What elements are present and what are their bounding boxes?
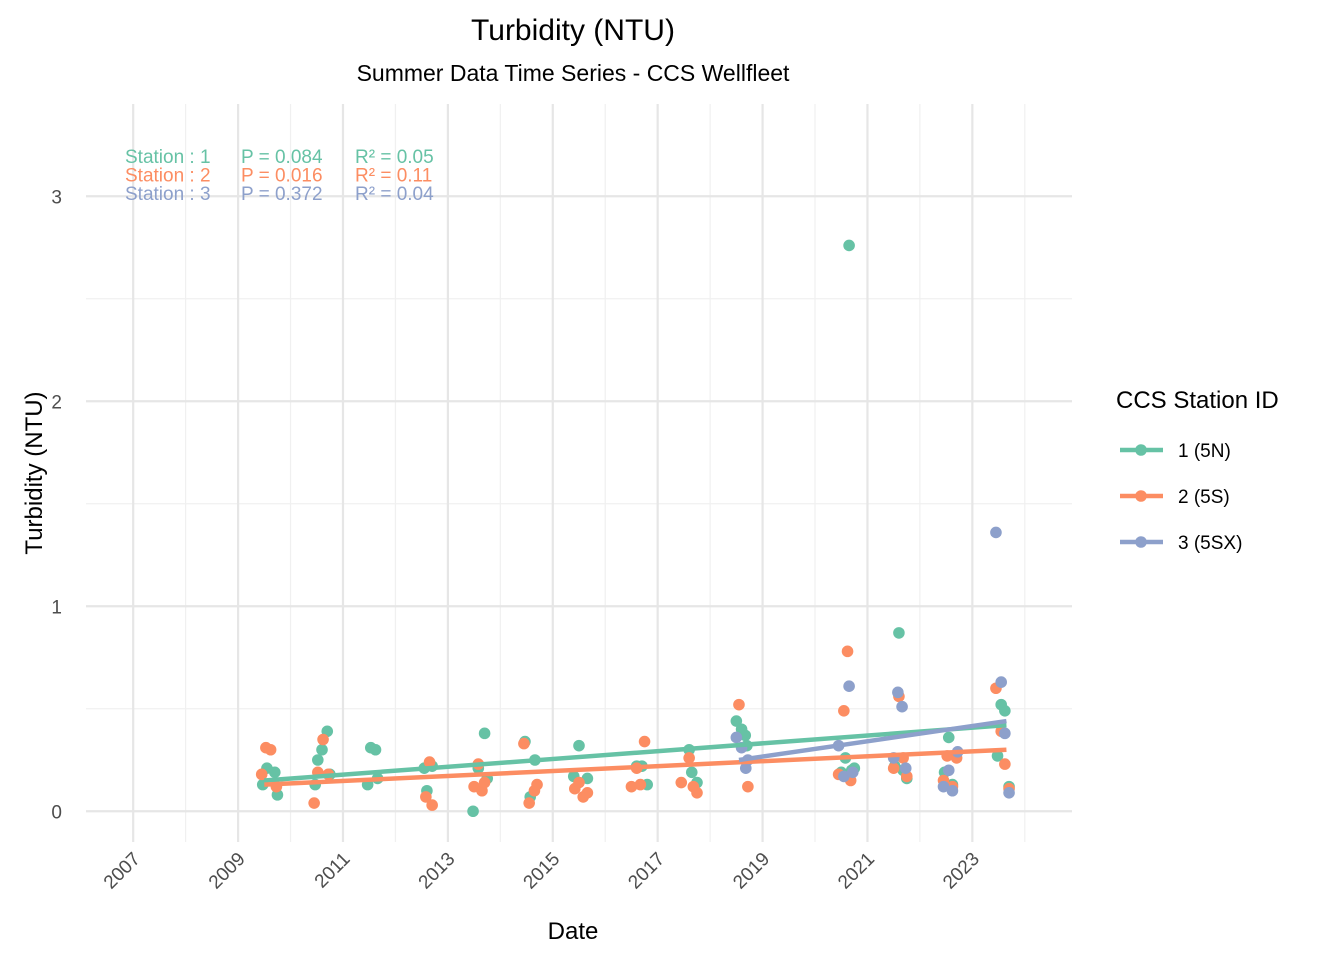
data-point — [893, 627, 905, 639]
data-point — [838, 770, 850, 783]
x-tick-label: 2009 — [205, 849, 250, 894]
stat-annotations: Station : 1 P = 0.084 R² = 0.05 Station : 2… — [125, 147, 434, 205]
data-point — [685, 766, 698, 779]
data-points — [255, 239, 1015, 818]
annotation-r-squared: R² = 0.11 — [355, 166, 432, 187]
annotation-r-squared: R² = 0.04 — [355, 184, 434, 205]
data-point — [946, 784, 959, 797]
data-point — [264, 743, 277, 756]
data-point — [999, 758, 1011, 770]
trend-line — [264, 722, 1007, 783]
data-point — [843, 680, 855, 692]
data-point — [683, 752, 695, 764]
data-point — [995, 676, 1007, 688]
x-tick-label: 2023 — [939, 849, 984, 894]
x-tick-label: 2015 — [520, 849, 565, 894]
data-point — [937, 780, 950, 793]
y-tick-labels: 0 1 2 3 — [51, 187, 62, 823]
y-axis-title: Turbidity (NTU) — [21, 391, 48, 554]
data-point — [426, 799, 438, 811]
x-tick-label: 2021 — [834, 849, 879, 894]
data-point — [255, 768, 268, 781]
data-point — [999, 705, 1011, 717]
data-point — [899, 762, 912, 774]
legend-label: 1 (5N) — [1178, 441, 1231, 462]
annotation-r-squared: R² = 0.05 — [355, 147, 434, 168]
data-point — [420, 791, 432, 803]
data-point — [638, 735, 651, 748]
data-point — [369, 743, 382, 756]
x-axis-title: Date — [548, 918, 599, 945]
data-point — [892, 686, 904, 699]
data-point — [991, 750, 1004, 762]
legend: CCS Station ID 1 (5N) 2 (5S) 3 (5SX) — [1116, 387, 1279, 554]
data-point — [942, 764, 955, 777]
data-point — [733, 698, 745, 711]
data-point — [1003, 787, 1015, 799]
data-point — [846, 766, 859, 779]
data-point — [990, 526, 1002, 539]
data-point — [478, 727, 491, 740]
data-point — [312, 754, 324, 766]
chart-title: Turbidity (NTU) — [471, 14, 675, 47]
data-point — [523, 797, 535, 809]
data-point — [316, 743, 328, 756]
data-point — [896, 700, 908, 713]
y-tick-label: 1 — [51, 597, 62, 618]
data-point — [581, 787, 594, 799]
x-tick-label: 2007 — [100, 849, 145, 894]
data-point — [308, 797, 320, 809]
data-point — [739, 729, 752, 742]
x-tick-labels: 2007 2009 2011 2013 2015 2017 2019 2021 2023 — [100, 849, 984, 894]
data-point — [317, 733, 329, 746]
legend-key-point — [1135, 444, 1147, 456]
trend-line — [738, 718, 1007, 763]
annotation-p-value: P = 0.372 — [241, 184, 323, 205]
data-point — [675, 776, 688, 789]
grid — [86, 104, 1072, 842]
data-point — [942, 731, 955, 744]
legend-title: CCS Station ID — [1116, 387, 1279, 414]
x-tick-label: 2017 — [624, 849, 669, 894]
data-point — [730, 731, 743, 744]
annotation-station: Station : 1 — [125, 147, 211, 168]
legend-label: 3 (5SX) — [1178, 533, 1242, 554]
annotation-p-value: P = 0.016 — [241, 166, 323, 187]
data-point — [269, 766, 281, 779]
x-tick-label: 2019 — [729, 849, 774, 894]
data-point — [742, 780, 754, 793]
x-tick-label: 2013 — [415, 849, 460, 894]
data-point — [887, 762, 900, 774]
chart-subtitle: Summer Data Time Series - CCS Wellfleet — [357, 60, 790, 86]
data-point — [573, 776, 585, 789]
annotation-station: Station : 3 — [125, 184, 211, 205]
y-tick-label: 0 — [51, 802, 62, 823]
data-point — [573, 739, 585, 752]
data-point — [838, 705, 850, 717]
data-point — [478, 776, 491, 789]
data-point — [841, 645, 854, 658]
x-tick-label: 2011 — [311, 849, 355, 893]
data-point — [843, 239, 855, 252]
y-tick-label: 2 — [51, 392, 62, 413]
annotation-p-value: P = 0.084 — [241, 147, 323, 168]
data-point — [531, 778, 543, 791]
y-tick-label: 3 — [51, 187, 62, 208]
data-point — [634, 778, 647, 791]
trend-line — [264, 747, 1007, 787]
annotation-station: Station : 2 — [125, 166, 211, 187]
trend-lines — [264, 718, 1007, 787]
data-point — [999, 727, 1011, 740]
legend-key-point — [1135, 536, 1147, 548]
data-point — [423, 756, 436, 768]
data-point — [625, 780, 638, 793]
data-point — [518, 737, 530, 750]
legend-label: 2 (5S) — [1178, 487, 1230, 508]
data-point — [691, 787, 703, 799]
legend-key-point — [1135, 490, 1147, 502]
data-point — [467, 805, 479, 818]
